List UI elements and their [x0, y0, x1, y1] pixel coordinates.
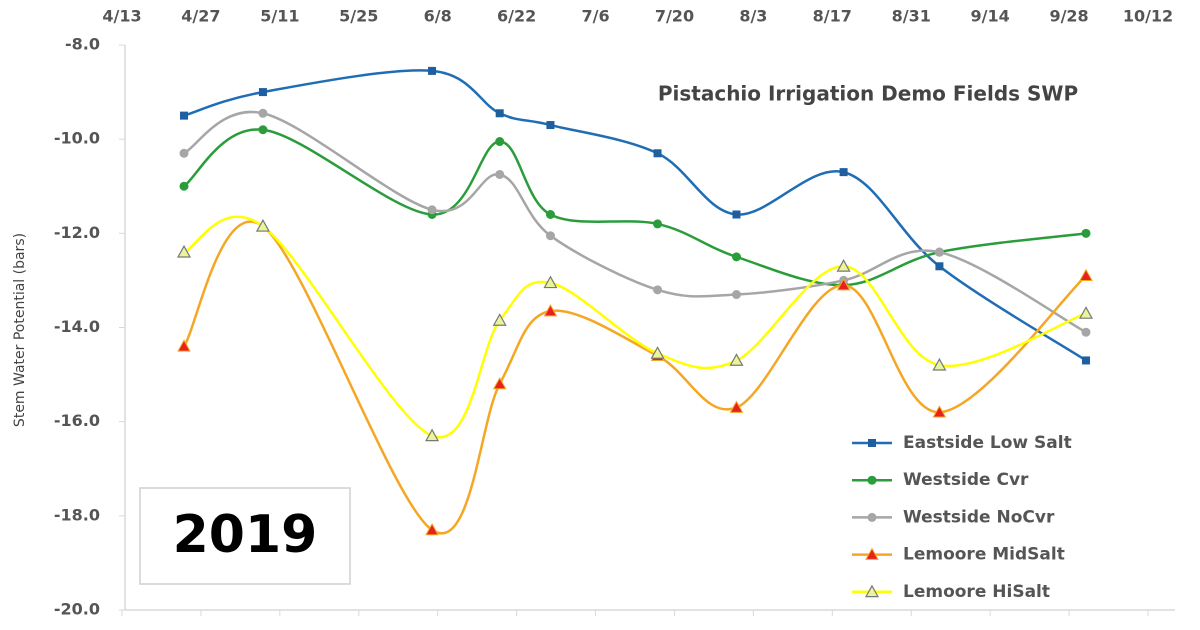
- marker: [1081, 356, 1090, 365]
- annotation-box: [139, 487, 351, 585]
- x-tick-label: 4/27: [181, 7, 220, 26]
- marker: [934, 247, 944, 257]
- marker: [255, 219, 270, 232]
- marker: [932, 357, 947, 371]
- marker: [836, 259, 851, 272]
- marker: [179, 148, 189, 158]
- series-line: [183, 69, 1087, 362]
- marker: [427, 205, 437, 215]
- x-tick-label: 8/17: [813, 7, 852, 26]
- marker: [1081, 228, 1091, 238]
- x-tick-label: 8/31: [892, 7, 931, 26]
- legend-label: Lemoore HiSalt: [903, 582, 1050, 602]
- x-tick-label: 10/12: [1123, 7, 1173, 26]
- x-tick-label: 4/13: [102, 7, 141, 26]
- marker: [836, 278, 851, 291]
- marker: [1079, 268, 1093, 282]
- marker: [258, 125, 268, 135]
- marker: [653, 219, 663, 229]
- marker: [1081, 327, 1091, 337]
- y-tick-label: -16.0: [54, 411, 100, 430]
- series-line: [183, 110, 1087, 334]
- x-tick-label: 6/8: [424, 7, 452, 26]
- marker: [731, 252, 741, 262]
- marker: [653, 149, 662, 158]
- y-tick-label: -10.0: [54, 129, 100, 148]
- marker: [545, 231, 555, 241]
- marker: [729, 400, 744, 413]
- series-line: [183, 215, 1087, 439]
- legend-marker: [864, 584, 880, 598]
- y-tick-label: -12.0: [54, 223, 100, 242]
- marker: [179, 181, 189, 191]
- marker: [425, 428, 440, 442]
- x-tick-label: 8/3: [739, 7, 767, 26]
- legend-marker: [867, 475, 877, 485]
- marker: [932, 405, 947, 418]
- chart-title: Pistachio Irrigation Demo Fields SWP: [658, 82, 1078, 106]
- x-tick-label: 9/14: [971, 7, 1010, 26]
- marker: [545, 210, 555, 219]
- marker: [495, 169, 505, 179]
- marker: [495, 109, 504, 118]
- marker: [839, 168, 848, 177]
- series-line: [183, 128, 1087, 287]
- x-tick-label: 7/20: [655, 7, 694, 26]
- marker: [180, 111, 189, 120]
- marker: [177, 339, 191, 352]
- marker: [492, 376, 507, 390]
- y-tick-label: -18.0: [54, 505, 100, 524]
- marker: [732, 210, 741, 219]
- marker: [935, 262, 944, 271]
- x-tick-label: 9/28: [1049, 7, 1088, 26]
- legend-marker: [865, 547, 879, 560]
- marker: [176, 244, 192, 258]
- annotation: 2019: [173, 505, 318, 565]
- marker: [729, 353, 744, 366]
- series-line: [182, 220, 1087, 535]
- marker: [650, 346, 665, 359]
- marker: [492, 313, 507, 326]
- y-axis-label: Stem Water Potential (bars): [12, 233, 28, 427]
- y-tick-label: -14.0: [54, 317, 100, 336]
- legend-marker: [868, 439, 876, 447]
- marker: [546, 121, 555, 130]
- marker: [543, 275, 558, 289]
- legend-label: Lemoore MidSalt: [903, 545, 1065, 565]
- x-tick-label: 5/25: [339, 7, 378, 26]
- legend-label: Westside NoCvr: [903, 507, 1055, 527]
- legend-label: Eastside Low Salt: [903, 433, 1072, 453]
- marker: [425, 522, 439, 536]
- marker: [495, 137, 505, 147]
- y-tick-label: -8.0: [65, 35, 100, 54]
- legend-label: Westside Cvr: [903, 470, 1029, 490]
- marker: [258, 88, 267, 97]
- marker: [543, 303, 558, 317]
- marker: [653, 285, 663, 295]
- marker: [258, 108, 268, 118]
- y-tick-label: -20.0: [54, 600, 100, 619]
- marker: [1078, 306, 1094, 319]
- marker: [731, 290, 741, 300]
- marker: [428, 66, 437, 75]
- x-tick-label: 7/6: [581, 7, 609, 26]
- legend-marker: [867, 512, 877, 522]
- x-tick-label: 6/22: [497, 7, 536, 26]
- x-tick-label: 5/11: [260, 7, 299, 26]
